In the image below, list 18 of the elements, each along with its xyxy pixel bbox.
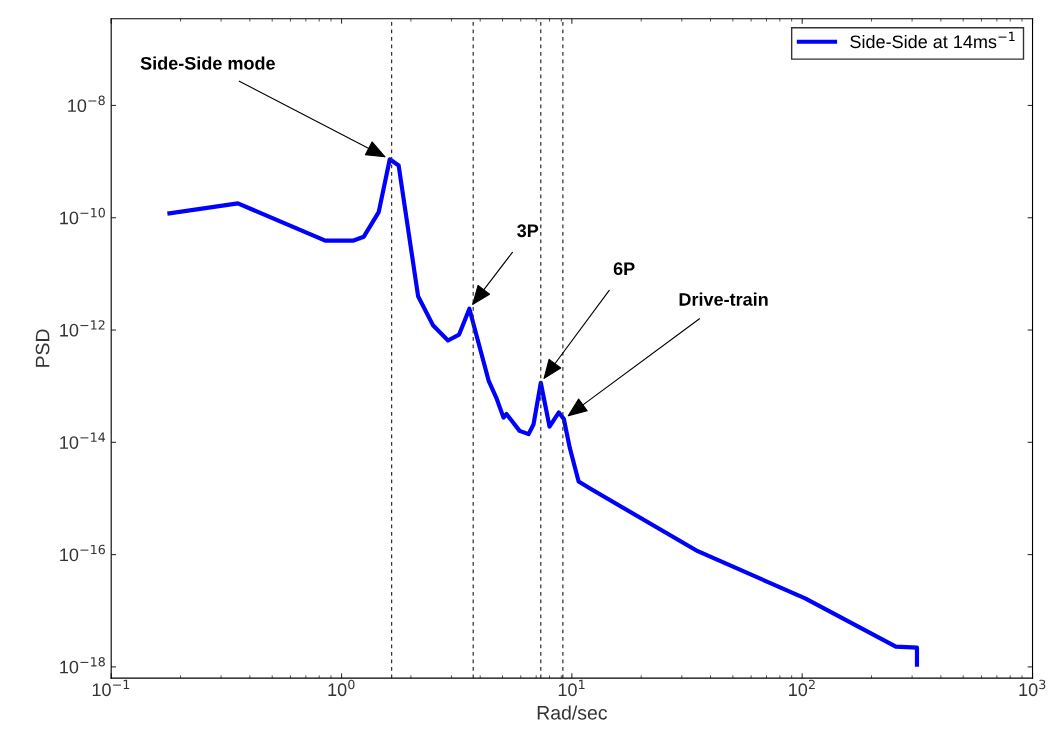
x-tick-label: 10$^{1}$ xyxy=(558,679,585,697)
y-tick-label: 10$^{−14}$ xyxy=(60,432,106,449)
x-tick-label: 10$^{−1}$ xyxy=(92,679,130,697)
x-tick-label: 10$^{0}$ xyxy=(328,679,355,697)
legend-label: Side-Side at 14ms$^{−1}$ xyxy=(850,31,1015,49)
annotation: Drive-train xyxy=(679,292,768,306)
y-tick-label: 10$^{−18}$ xyxy=(60,657,105,674)
y-tick-label: 10$^{−10}$ xyxy=(60,207,105,225)
annotation: 6P xyxy=(613,262,635,276)
annotation: 3P xyxy=(517,224,539,238)
y-tick-label: 10$^{−12}$ xyxy=(60,320,105,337)
x-tick-label: 10$^{2}$ xyxy=(789,679,815,697)
x-axis-title: Rad/sec xyxy=(537,705,608,720)
y-tick-label: 10$^{−16}$ xyxy=(60,544,105,562)
y-tick-label: 10$^{−8}$ xyxy=(68,95,105,113)
annotation: Side-Side mode xyxy=(140,56,275,70)
y-axis-title: PSD xyxy=(35,329,50,367)
x-tick-label: 10$^{3}$ xyxy=(1019,679,1046,697)
